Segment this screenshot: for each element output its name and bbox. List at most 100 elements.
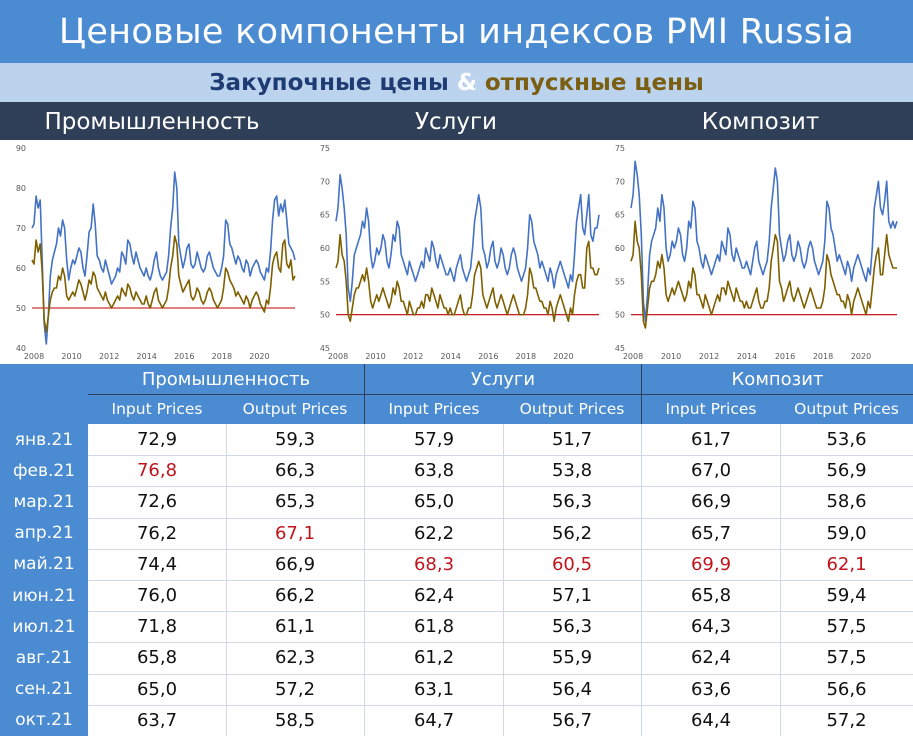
table-cell: 68,3 <box>413 553 455 575</box>
row-label-month: сен.21 <box>0 673 88 705</box>
column-header-services-output: Output Prices <box>519 400 625 418</box>
output-prices-line <box>335 233 600 323</box>
subtitle-input-prices: Закупочные цены <box>209 69 449 96</box>
table-row-divider <box>88 486 913 488</box>
table-group-separator <box>364 364 365 424</box>
table-cell: 56,9 <box>826 460 867 482</box>
output-prices-line <box>630 220 897 329</box>
table-row: янв.21 72,9 59,3 57,9 51,7 61,7 53,6 <box>0 424 913 456</box>
x-tick-label: 2010 <box>61 352 81 361</box>
input-prices-line <box>335 173 600 303</box>
chart-industry: 40 50 60 70 80 90 2008 2010 2012 2014 2016 2018 2020 <box>4 140 301 362</box>
table-group-composite: Композит <box>731 368 824 390</box>
table-cell: 59,0 <box>826 522 867 544</box>
chart-background <box>4 140 301 362</box>
table-cell: 56,3 <box>551 491 593 513</box>
table-cell: 67,0 <box>690 460 732 482</box>
chart-background <box>603 140 903 362</box>
y-tick-label: 65 <box>320 211 330 220</box>
y-tick-label: 80 <box>16 184 26 193</box>
row-label-month: авг.21 <box>0 642 88 674</box>
column-header-composite-output: Output Prices <box>794 400 899 418</box>
y-tick-label: 70 <box>320 177 330 186</box>
y-tick-label: 60 <box>615 244 625 253</box>
table-cell: 65,0 <box>136 678 178 700</box>
x-tick-label: 2008 <box>328 352 348 361</box>
y-tick-label: 50 <box>615 311 625 320</box>
table-cell: 62,2 <box>413 522 455 544</box>
chart-services: 45 50 55 60 65 70 75 2008 2010 2012 2014 2016 2018 20… <box>308 140 605 362</box>
subtitle-ampersand: & <box>456 69 477 96</box>
x-tick-label: 2020 <box>851 352 871 361</box>
table-cell: 58,5 <box>274 709 316 731</box>
table-row: авг.21 65,8 62,3 61,2 55,9 62,4 57,5 <box>0 642 913 674</box>
table-row-divider <box>88 704 913 706</box>
table-row-divider <box>88 517 913 519</box>
chart-titles-band <box>0 102 913 140</box>
table-cell: 62,4 <box>690 647 732 669</box>
table-cell: 63,7 <box>136 709 178 731</box>
table-cell: 59,3 <box>274 429 316 451</box>
table-row-divider <box>88 673 913 675</box>
table-cell: 59,4 <box>826 585 867 607</box>
y-tick-label: 60 <box>16 264 26 273</box>
table-cell: 60,5 <box>551 553 593 575</box>
table-cell: 53,8 <box>551 460 593 482</box>
x-tick-label: 2018 <box>516 352 536 361</box>
table-cell: 64,7 <box>413 709 455 731</box>
x-tick-label: 2020 <box>553 352 573 361</box>
table-cell: 63,6 <box>690 678 732 700</box>
row-label-month: мар.21 <box>0 486 88 518</box>
table-cell: 66,3 <box>274 460 316 482</box>
table-row: июн.21 76,0 66,2 62,4 57,1 65,8 59,4 <box>0 580 913 612</box>
table-cell: 58,6 <box>826 491 867 513</box>
table-cell: 62,3 <box>274 647 316 669</box>
table-group-services: Услуги <box>470 368 536 390</box>
table-cell: 66,9 <box>274 553 316 575</box>
table-row-divider <box>88 642 913 644</box>
table-cell: 61,2 <box>413 647 455 669</box>
table-group-separator <box>641 364 642 424</box>
table-cell: 65,8 <box>136 647 178 669</box>
table-cell: 71,8 <box>136 616 178 638</box>
table-cell: 62,4 <box>413 585 455 607</box>
x-tick-label: 2020 <box>249 352 269 361</box>
table-row: окт.21 63,7 58,5 64,7 56,7 64,4 57,2 <box>0 704 913 736</box>
table-cell: 67,1 <box>274 522 316 544</box>
y-tick-label: 40 <box>16 344 26 353</box>
table-cell: 66,2 <box>274 585 316 607</box>
input-prices-line <box>630 160 898 323</box>
table-row-divider <box>88 611 913 613</box>
row-label-month: апр.21 <box>0 517 88 549</box>
row-label-month: фев.21 <box>0 455 88 487</box>
row-label-month: май.21 <box>0 548 88 580</box>
subtitle-output-prices: отпускные цены <box>484 69 704 96</box>
table-row: апр.21 76,2 67,1 62,2 56,2 65,7 59,0 <box>0 517 913 549</box>
table-cell: 64,3 <box>690 616 732 638</box>
chart-title-composite: Композит <box>701 109 820 135</box>
y-tick-label: 90 <box>16 144 26 153</box>
table-cell: 53,6 <box>826 429 867 451</box>
table-cell: 61,8 <box>413 616 455 638</box>
table-cell: 64,4 <box>690 709 732 731</box>
y-tick-label: 50 <box>16 304 26 313</box>
table-cell: 65,3 <box>274 491 316 513</box>
table-row: сен.21 65,0 57,2 63,1 56,4 63,6 56,6 <box>0 673 913 705</box>
table-column-divider <box>364 424 365 736</box>
x-tick-label: 2018 <box>813 352 833 361</box>
x-tick-label: 2010 <box>661 352 681 361</box>
y-tick-label: 75 <box>615 144 625 153</box>
y-tick-label: 45 <box>615 344 625 353</box>
chart-composite: 45 50 55 60 65 70 75 2008 2010 2012 2014 2016 2018 20… <box>603 140 903 362</box>
table-row: фев.21 76,8 66,3 63,8 53,8 67,0 56,9 <box>0 455 913 487</box>
table-row-divider <box>88 548 913 550</box>
table-cell: 76,2 <box>136 522 178 544</box>
column-header-industry-input: Input Prices <box>111 400 203 418</box>
table-column-divider <box>226 424 227 736</box>
table-cell: 56,6 <box>826 678 867 700</box>
x-tick-label: 2010 <box>365 352 385 361</box>
table-cell: 76,0 <box>136 585 178 607</box>
output-prices-line <box>31 235 296 333</box>
y-tick-label: 75 <box>320 144 330 153</box>
x-tick-label: 2008 <box>623 352 643 361</box>
